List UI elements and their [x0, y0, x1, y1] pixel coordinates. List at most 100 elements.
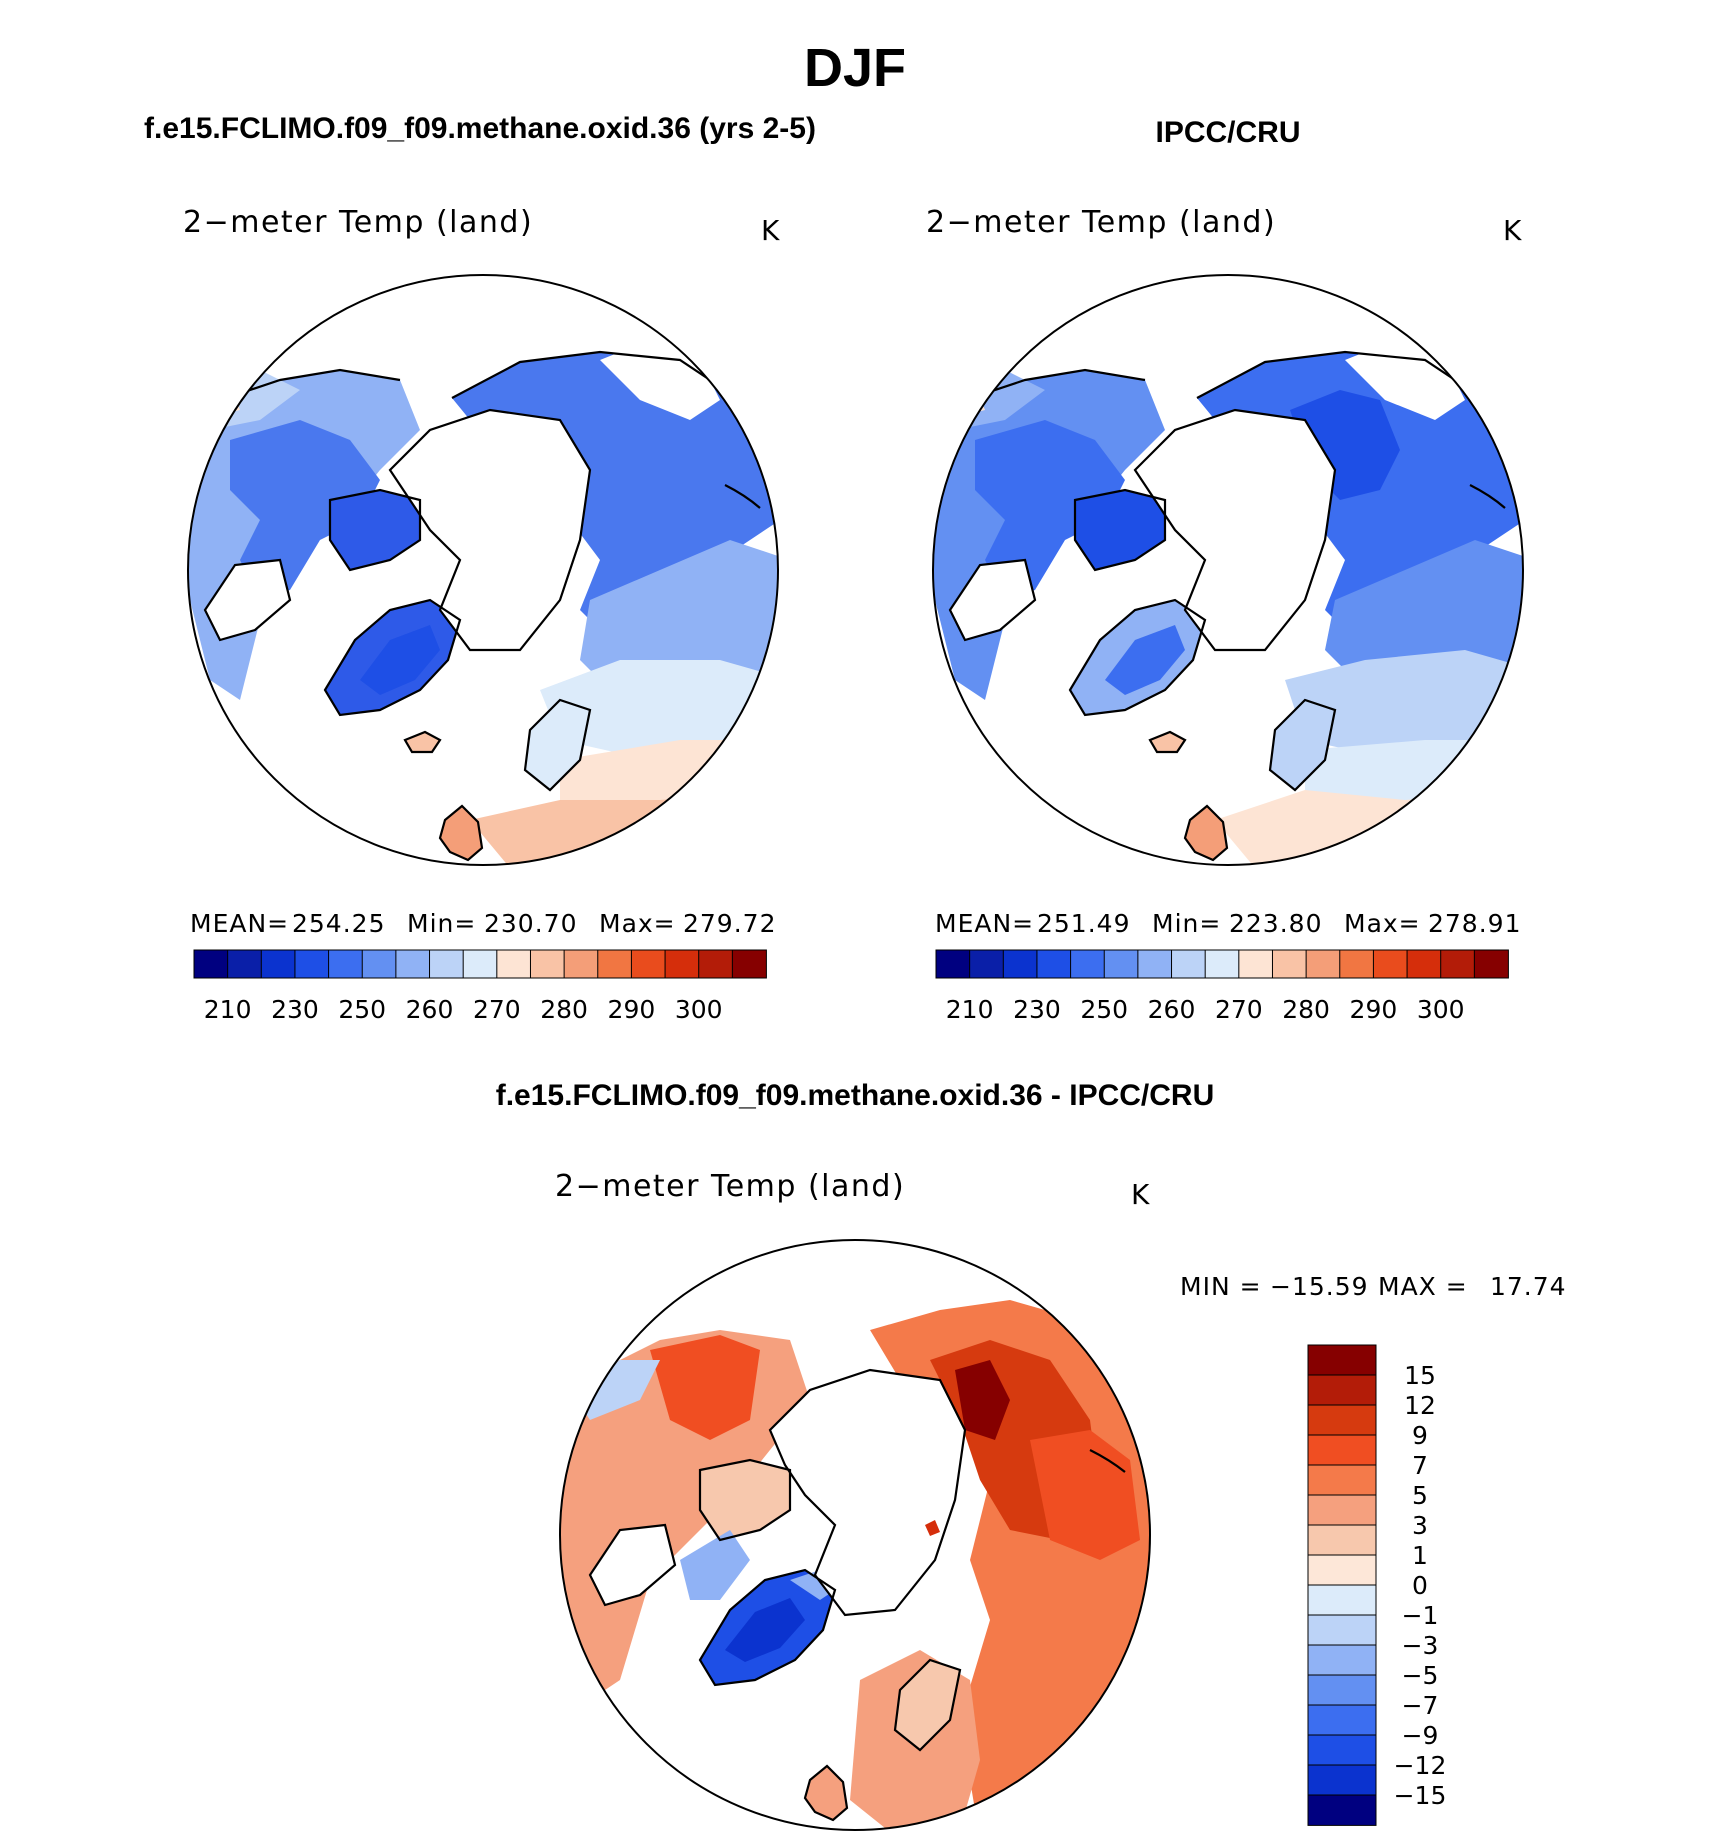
obs-colorbar-tick-label: 270 — [1215, 995, 1263, 1024]
diff-colorbar-swatch — [1307, 1554, 1377, 1586]
diff-min-value: −15.59 — [1270, 1272, 1369, 1301]
model-colorbar-swatch — [294, 949, 330, 979]
diff-colorbar-swatch — [1307, 1794, 1377, 1826]
obs-colorbar-swatch — [1305, 949, 1341, 979]
diff-colorbar-tick-label: 1 — [1412, 1541, 1428, 1570]
obs-colorbar-swatch — [969, 949, 1005, 979]
diff-arctic-ocean — [770, 1370, 965, 1615]
diff-colorbar-tick-label: 5 — [1412, 1481, 1428, 1510]
diff-colorbar-swatch — [1307, 1404, 1377, 1436]
model-colorbar-swatch — [429, 949, 465, 979]
obs-colorbar-swatch — [1070, 949, 1106, 979]
model-colorbar-swatch — [529, 949, 566, 979]
obs-min-value: 223.80 — [1229, 909, 1322, 938]
obs-coastlines — [933, 350, 1506, 862]
model-colorbar-tick-label: 230 — [271, 995, 319, 1024]
obs-eurasia-mild — [1285, 650, 1523, 760]
obs-colorbar-swatch — [1339, 949, 1375, 979]
diff-greenland-core — [725, 1598, 805, 1662]
model-colorbar-swatch — [260, 949, 296, 979]
model-min-value: 230.70 — [484, 909, 577, 938]
model-colorbar-swatch — [563, 949, 599, 979]
model-plot-title: 2−meter Temp (land) — [183, 205, 533, 240]
model-max-label: Max= — [599, 909, 676, 938]
diff-colorbar-swatch — [1307, 1374, 1377, 1406]
obs-colorbar-swatch — [1204, 949, 1240, 979]
diff-colorbar-tick-label: 7 — [1412, 1451, 1428, 1480]
obs-colorbar-swatch — [1372, 949, 1408, 979]
model-colorbar-tick-label: 210 — [204, 995, 252, 1024]
obs-panel: 2−meter Temp (land) K — [926, 205, 1524, 1024]
obs-colorbar-tick-label: 300 — [1417, 995, 1465, 1024]
model-colorbar-swatch — [328, 949, 364, 979]
obs-plot-title: 2−meter Temp (land) — [926, 205, 1276, 240]
model-arctic-ocean — [390, 410, 590, 650]
diff-archipelago-cool — [680, 1530, 750, 1600]
obs-colorbar-swatch — [1406, 949, 1442, 979]
model-colorbar-swatch — [630, 949, 666, 979]
model-colorbar-swatch — [395, 949, 431, 979]
model-colorbar-swatch — [731, 949, 767, 979]
diff-colorbar-tick-label: −15 — [1394, 1781, 1447, 1810]
diff-stats: MIN = −15.59 MAX = 17.74 — [1180, 1272, 1567, 1301]
diff-map — [560, 1240, 1150, 1830]
diff-archipelago — [700, 1460, 790, 1540]
obs-units: K — [1503, 214, 1522, 247]
diff-max-label: MAX = — [1378, 1272, 1468, 1301]
obs-stats: MEAN= 251.49 Min= 223.80 Max= 278.91 — [935, 909, 1521, 938]
diff-colorbar-tick-label: 0 — [1412, 1571, 1428, 1600]
diff-colorbar-swatch — [1307, 1734, 1377, 1766]
diff-units: K — [1131, 1178, 1150, 1211]
diff-colorbar-swatch — [1307, 1764, 1377, 1796]
diff-siberia-hottest — [955, 1360, 1010, 1440]
obs-colorbar-swatch — [1137, 949, 1173, 979]
model-archipelago — [330, 490, 420, 570]
model-colorbar-swatch — [193, 949, 229, 979]
model-scandinavia — [525, 700, 590, 790]
diff-max-value: 17.74 — [1490, 1272, 1567, 1301]
obs-colorbar-swatch — [935, 949, 971, 979]
obs-britain — [1185, 806, 1227, 860]
diff-colorbar-swatch — [1307, 1464, 1377, 1496]
model-colorbar-swatch — [496, 949, 532, 979]
diff-colorbar-tick-label: −1 — [1402, 1601, 1439, 1630]
diff-arctic-spot — [925, 1520, 940, 1536]
diff-colorbar-tick-label: −5 — [1402, 1661, 1439, 1690]
model-units: K — [761, 214, 780, 247]
obs-colorbar-swatch — [1473, 949, 1509, 979]
model-colorbar-swatch — [664, 949, 700, 979]
model-mean-value: 254.25 — [292, 909, 385, 938]
model-greenland-interior — [360, 625, 440, 695]
obs-colorbar-tick-label: 290 — [1350, 995, 1398, 1024]
obs-colorbar: 210 230 250 260 270 280 290 300 — [935, 949, 1509, 1024]
diff-panel-heading: f.e15.FCLIMO.f09_f09.methane.oxid.36 - I… — [496, 1079, 1215, 1112]
model-colorbar-swatch — [597, 949, 633, 979]
obs-map-border — [932, 274, 1524, 866]
model-colorbar-tick-label: 260 — [406, 995, 454, 1024]
diff-siberia-bay — [800, 1290, 880, 1350]
diff-coastlines — [588, 1368, 1126, 1822]
figure-title: DJF — [804, 38, 906, 98]
model-colorbar-tick-label: 270 — [473, 995, 521, 1024]
obs-max-value: 278.91 — [1428, 909, 1521, 938]
diff-colorbar-swatch — [1307, 1344, 1377, 1376]
model-colorbar-swatch — [361, 949, 397, 979]
model-colorbar-tick-label: 290 — [608, 995, 656, 1024]
model-colorbar-swatch — [227, 949, 263, 979]
model-colorbar-swatch — [698, 949, 734, 979]
obs-max-label: Max= — [1344, 909, 1421, 938]
diff-colorbar-tick-label: 9 — [1412, 1421, 1428, 1450]
diff-colorbar-swatch — [1307, 1584, 1377, 1616]
diff-colorbar-tick-label: −12 — [1394, 1751, 1447, 1780]
obs-colorbar-swatch — [1002, 949, 1038, 979]
obs-colorbar-swatch — [1238, 949, 1274, 979]
diff-map-border — [559, 1239, 1151, 1831]
model-map — [188, 275, 778, 865]
obs-arctic-ocean — [1135, 410, 1335, 650]
model-stats: MEAN= 254.25 Min= 230.70 Max= 279.72 — [190, 909, 775, 938]
obs-colorbar-swatch — [1271, 949, 1308, 979]
diff-colorbar-tick-label: −3 — [1402, 1631, 1439, 1660]
diff-colorbar-swatch — [1307, 1614, 1377, 1646]
